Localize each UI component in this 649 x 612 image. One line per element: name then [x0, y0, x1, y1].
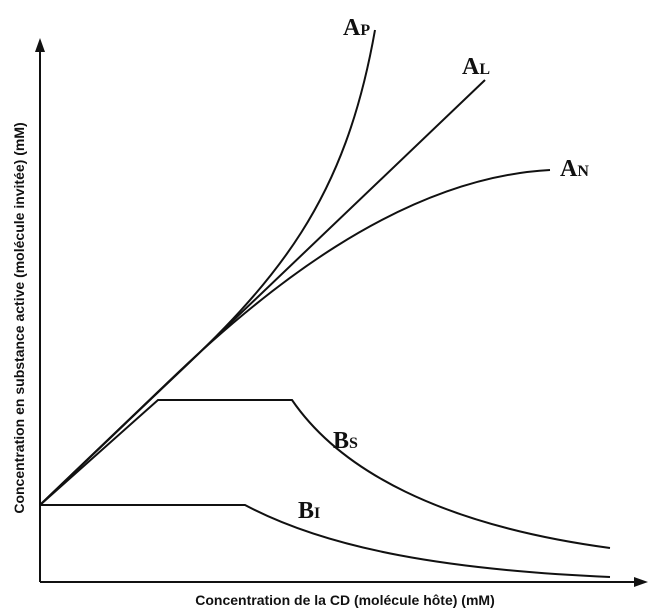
curve-label: AP	[343, 15, 370, 41]
curve-label: AL	[462, 54, 490, 80]
y-axis-arrow	[35, 38, 45, 52]
curve-ap	[39, 29, 376, 506]
curve-label: AN	[560, 156, 589, 182]
y-axis-label: Concentration en substance active (moléc…	[11, 122, 27, 513]
x-axis-label: Concentration de la CD (molécule hôte) (…	[195, 592, 494, 608]
x-axis-arrow	[634, 577, 648, 587]
curve-label: BS	[333, 428, 358, 454]
curve-bs	[39, 399, 611, 549]
curve-an	[39, 169, 551, 506]
curve-bi	[40, 504, 611, 578]
curve-label: BI	[298, 498, 320, 524]
